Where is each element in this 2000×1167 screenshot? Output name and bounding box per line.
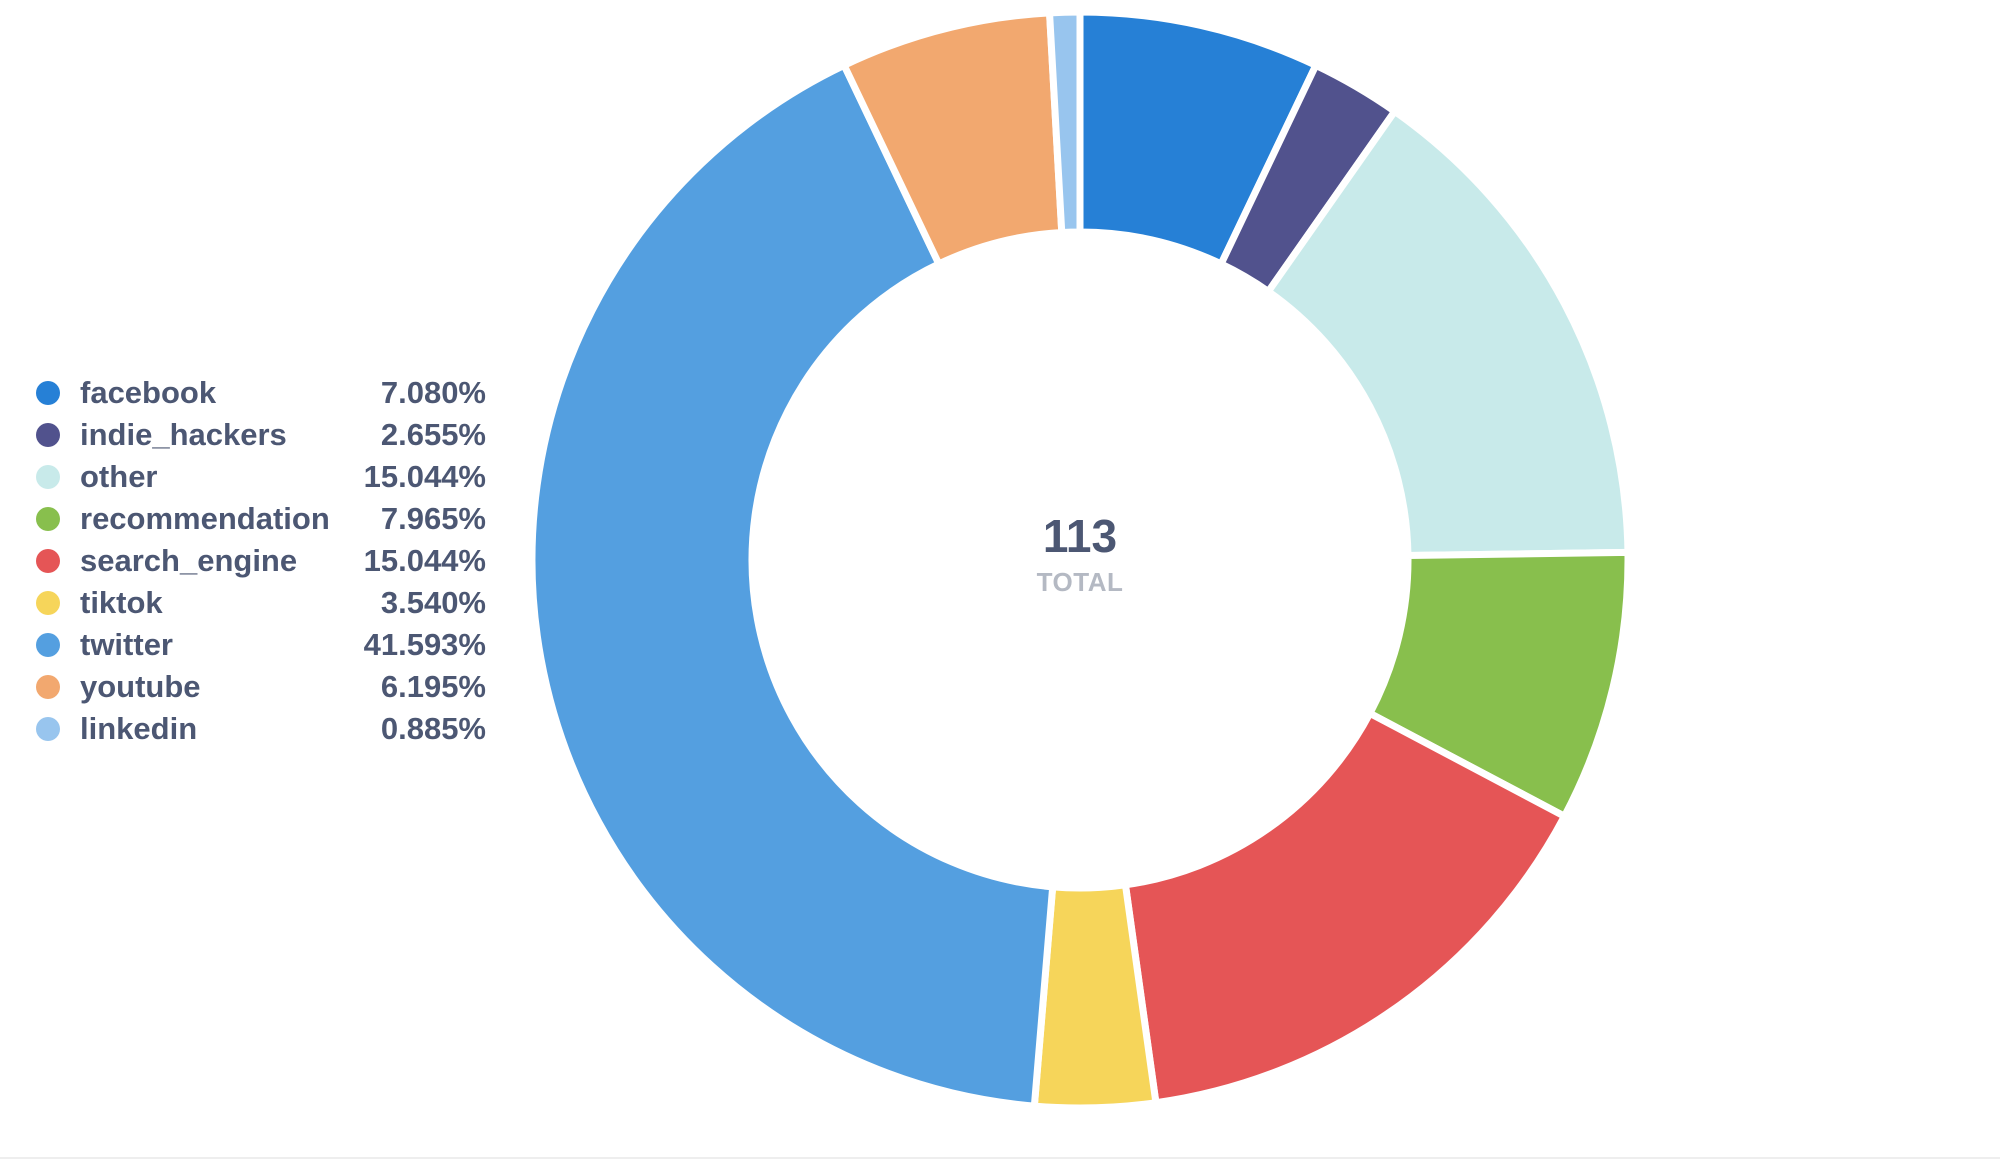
legend-item-facebook[interactable]: facebook 7.080% (36, 372, 486, 414)
legend-percent: 7.965% (380, 501, 486, 536)
legend-label: indie_hackers (80, 417, 287, 452)
legend-item-recommendation[interactable]: recommendation 7.965% (36, 498, 486, 540)
total-label: TOTAL (1037, 567, 1124, 597)
legend-percent: 3.540% (380, 585, 486, 620)
donut-slice-other[interactable] (1264, 107, 1632, 559)
legend-percent: 15.044% (363, 543, 486, 578)
bottom-divider (0, 1157, 2000, 1159)
legend-swatch (36, 381, 60, 405)
legend-swatch (36, 633, 60, 657)
legend-label: youtube (80, 669, 201, 704)
legend-swatch (36, 675, 60, 699)
legend-swatch (36, 591, 60, 615)
legend-percent: 41.593% (363, 627, 486, 662)
legend-label: search_engine (80, 543, 298, 578)
legend-item-linkedin[interactable]: linkedin 0.885% (36, 708, 486, 750)
legend-label: tiktok (80, 585, 163, 620)
legend-label: other (80, 459, 158, 494)
legend-item-twitter[interactable]: twitter 41.593% (36, 624, 486, 666)
legend-swatch (36, 465, 60, 489)
total-value: 113 (1043, 510, 1117, 562)
donut-slice-linkedin[interactable] (1046, 8, 1084, 237)
legend-label: recommendation (80, 501, 330, 536)
legend-label: twitter (80, 627, 173, 662)
donut-slice-search-engine[interactable] (1121, 709, 1568, 1107)
legend-item-search-engine[interactable]: search_engine 15.044% (36, 540, 486, 582)
legend-swatch (36, 507, 60, 531)
legend-percent: 7.080% (380, 375, 486, 410)
legend-percent: 2.655% (380, 417, 486, 452)
legend-swatch (36, 423, 60, 447)
donut-slices (528, 8, 1632, 1112)
legend-swatch (36, 717, 60, 741)
legend-item-indie-hackers[interactable]: indie_hackers 2.655% (36, 414, 486, 456)
legend-label: facebook (80, 375, 217, 410)
legend-percent: 6.195% (380, 669, 486, 704)
legend-item-other[interactable]: other 15.044% (36, 456, 486, 498)
legend-item-tiktok[interactable]: tiktok 3.540% (36, 582, 486, 624)
legend-label: linkedin (80, 711, 198, 746)
legend-swatch (36, 549, 60, 573)
legend-item-youtube[interactable]: youtube 6.195% (36, 666, 486, 708)
donut-slice-twitter[interactable] (528, 61, 1057, 1110)
legend-percent: 15.044% (363, 459, 486, 494)
legend-percent: 0.885% (380, 711, 486, 746)
chart-legend: facebook 7.080% indie_hackers 2.655% oth… (36, 372, 486, 750)
